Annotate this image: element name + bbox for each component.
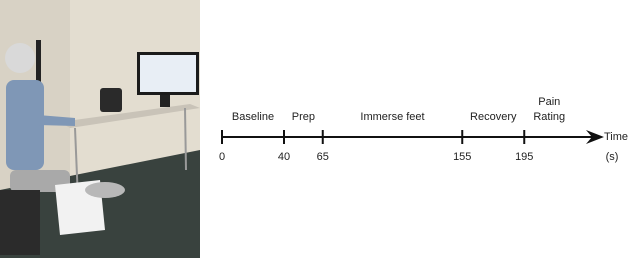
photo-device (100, 88, 122, 112)
tick-label: 155 (453, 151, 471, 163)
figure: Time (s) 0 40 65 155 195 Baseline Prep Immerse … (0, 0, 640, 262)
phase-label: Immerse feet (360, 111, 424, 123)
photo-monitor-stand (160, 95, 170, 107)
axis-unit: (s) (606, 151, 619, 163)
photo-tub (85, 182, 125, 198)
photo (0, 0, 200, 258)
phase-label: Prep (292, 111, 315, 123)
phase-label: Baseline (232, 111, 274, 123)
photo-chair (0, 190, 40, 255)
phase-label: Recovery (470, 111, 517, 123)
photo-screen (140, 55, 196, 92)
axis-label: Time (604, 131, 628, 143)
tick-label: 40 (278, 151, 290, 163)
tick-label: 0 (219, 151, 225, 163)
tick-label: 195 (515, 151, 533, 163)
photo-person-head (5, 43, 35, 73)
photo-desk-leg (185, 108, 186, 170)
tick-label: 65 (317, 151, 329, 163)
